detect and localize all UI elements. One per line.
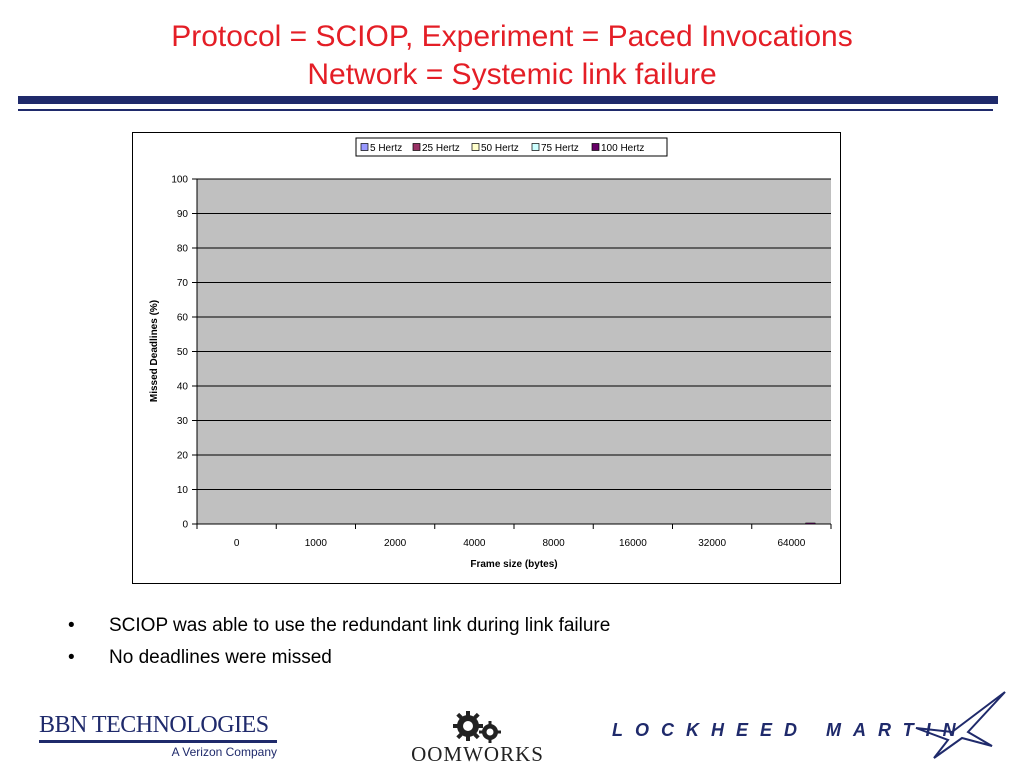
y-tick-label: 100 bbox=[171, 175, 188, 186]
x-tick-label: 32000 bbox=[698, 538, 726, 549]
y-tick-label: 60 bbox=[177, 313, 189, 324]
bbn-logo-name: BBN TECHNOLOGIES bbox=[39, 712, 269, 738]
chart-legend: 5 Hertz 25 Hertz 50 Hertz 75 Hertz 100 Hertz bbox=[355, 137, 668, 157]
x-tick-label: 16000 bbox=[619, 538, 647, 549]
y-tick-label: 10 bbox=[177, 485, 189, 496]
gears-icon bbox=[452, 711, 501, 743]
y-axis-label: Missed Deadlines (%) bbox=[149, 300, 160, 402]
x-tick-label: 2000 bbox=[384, 538, 407, 549]
axes bbox=[192, 178, 832, 529]
legend-swatch bbox=[591, 143, 600, 151]
legend-swatch bbox=[360, 143, 369, 151]
x-tick-label: 1000 bbox=[305, 538, 328, 549]
bullet-dot: • bbox=[68, 615, 75, 636]
x-tick-labels: 0 1000 2000 4000 8000 16000 32000 64000 bbox=[234, 538, 806, 549]
legend-label: 25 Hertz bbox=[422, 143, 460, 154]
slide-title: Protocol = SCIOP, Experiment = Paced Inv… bbox=[0, 18, 1024, 94]
chart-frame: 5 Hertz 25 Hertz 50 Hertz 75 Hertz 100 Hertz… bbox=[132, 132, 841, 584]
y-tick-label: 20 bbox=[177, 451, 189, 462]
bbn-logo-subtitle: A Verizon Company bbox=[171, 745, 277, 759]
y-tick-label: 40 bbox=[177, 382, 189, 393]
title-line-2: Network = Systemic link failure bbox=[307, 58, 717, 91]
gridlines bbox=[197, 178, 831, 490]
x-tick-label: 4000 bbox=[463, 538, 486, 549]
legend-swatch bbox=[531, 143, 540, 151]
lockheed-logo-name: LOCKHEED MARTIN bbox=[612, 720, 968, 740]
star-icon bbox=[915, 691, 1006, 759]
bullet-list: • SCIOP was able to use the redundant lin… bbox=[68, 612, 610, 676]
bullet-item: • No deadlines were missed bbox=[68, 644, 610, 676]
legend-label: 50 Hertz bbox=[481, 143, 519, 154]
lockheed-martin-logo: LOCKHEED MARTIN bbox=[612, 720, 968, 741]
legend-label: 100 Hertz bbox=[601, 143, 644, 154]
x-tick-label: 8000 bbox=[543, 538, 566, 549]
legend-label: 5 Hertz bbox=[370, 143, 402, 154]
bbn-logo-bar bbox=[39, 740, 277, 743]
title-line-1: Protocol = SCIOP, Experiment = Paced Inv… bbox=[171, 20, 853, 53]
legend-box bbox=[355, 137, 668, 157]
bar bbox=[805, 522, 816, 525]
x-tick-label: 64000 bbox=[777, 538, 805, 549]
bullet-text: SCIOP was able to use the redundant link… bbox=[109, 615, 611, 636]
title-rule-thick bbox=[18, 96, 998, 104]
legend-label: 75 Hertz bbox=[541, 143, 579, 154]
y-tick-label: 80 bbox=[177, 244, 189, 255]
title-rule-thin bbox=[18, 109, 993, 111]
y-tick-label: 90 bbox=[177, 209, 189, 220]
x-axis-label: Frame size (bytes) bbox=[470, 559, 557, 570]
y-tick-label: 0 bbox=[182, 520, 188, 531]
legend-swatch bbox=[471, 143, 480, 151]
oomworks-logo-name: OOMWORKS bbox=[411, 742, 544, 766]
y-tick-labels: 0 10 20 30 40 50 60 70 80 90 100 bbox=[171, 175, 188, 531]
bars bbox=[805, 522, 816, 525]
bullet-dot: • bbox=[68, 647, 75, 668]
y-tick-label: 70 bbox=[177, 278, 189, 289]
bullet-item: • SCIOP was able to use the redundant lin… bbox=[68, 612, 610, 644]
y-tick-label: 30 bbox=[177, 416, 189, 427]
bar-chart: 5 Hertz 25 Hertz 50 Hertz 75 Hertz 100 Hertz… bbox=[149, 137, 832, 570]
legend-swatch bbox=[412, 143, 421, 151]
bullet-text: No deadlines were missed bbox=[109, 647, 332, 668]
bbn-logo: BBN TECHNOLOGIES A Verizon Company bbox=[39, 712, 277, 759]
x-tick-label: 0 bbox=[234, 538, 240, 549]
y-tick-label: 50 bbox=[177, 347, 189, 358]
oomworks-logo: OOMWORKS bbox=[405, 710, 550, 767]
